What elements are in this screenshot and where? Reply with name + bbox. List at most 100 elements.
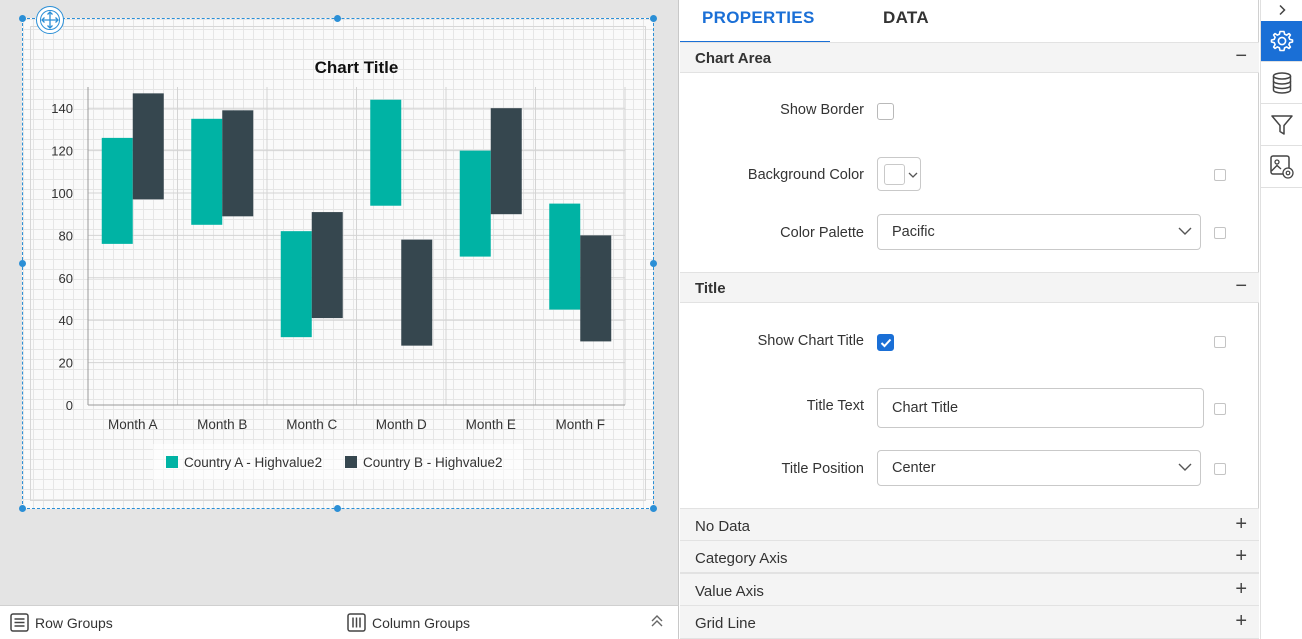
resize-handle-top[interactable] — [334, 15, 341, 22]
chart-report-item[interactable]: Chart Title 0 20 40 60 80 100 120 140 Month A Mont… — [22, 18, 654, 509]
color-palette-expression-checkbox[interactable] — [1214, 227, 1226, 239]
legend-swatch — [345, 456, 357, 468]
show-border-checkbox[interactable] — [877, 103, 894, 120]
resize-handle-top-right[interactable] — [650, 15, 657, 22]
y-tick-label: 20 — [59, 356, 73, 371]
expand-icon[interactable]: + — [1235, 513, 1247, 535]
data-source-button[interactable] — [1261, 63, 1302, 104]
section-category-axis[interactable]: Category Axis + — [680, 540, 1259, 573]
section-chart-area-label: Chart Area — [695, 50, 772, 67]
range-bar — [459, 150, 491, 257]
y-tick-label: 100 — [51, 186, 73, 201]
range-bar — [580, 235, 612, 342]
section-no-data-label: No Data — [695, 518, 751, 535]
show-chart-title-checkbox[interactable] — [877, 334, 894, 351]
y-tick-label: 80 — [59, 228, 73, 243]
chevron-right-icon[interactable] — [1261, 0, 1302, 20]
section-chart-area[interactable]: Chart Area − — [680, 42, 1259, 73]
collapse-icon[interactable]: − — [1235, 275, 1247, 297]
title-text-input[interactable] — [877, 388, 1204, 428]
range-bar — [191, 118, 223, 225]
column-groups-label: Column Groups — [372, 614, 471, 631]
title-position-expression-checkbox[interactable] — [1214, 463, 1226, 475]
image-settings-icon — [1269, 155, 1294, 179]
resize-handle-bottom-right[interactable] — [650, 505, 657, 512]
image-settings-button[interactable] — [1261, 147, 1302, 188]
show-chart-title-label: Show Chart Title — [757, 333, 864, 349]
title-text-label: Title Text — [806, 398, 864, 414]
move-handle-icon[interactable] — [36, 6, 64, 34]
x-tick-label: Month D — [376, 417, 427, 432]
collapse-groups-icon[interactable] — [650, 613, 664, 632]
expand-icon[interactable]: + — [1235, 545, 1247, 567]
y-tick-label: 0 — [66, 398, 73, 413]
background-color-label: Background Color — [747, 167, 864, 183]
properties-settings-button[interactable] — [1261, 21, 1302, 62]
range-bar — [222, 110, 254, 217]
legend-label: Country B - Highvalue2 — [363, 455, 503, 470]
background-color-expression-checkbox[interactable] — [1214, 169, 1226, 181]
tab-properties[interactable]: PROPERTIES — [702, 8, 815, 27]
color-palette-value: Pacific — [892, 224, 935, 240]
tab-data[interactable]: DATA — [883, 8, 929, 27]
title-position-value: Center — [892, 460, 936, 476]
x-tick-label: Month A — [108, 417, 158, 432]
section-title[interactable]: Title − — [680, 272, 1259, 303]
grouping-bar: Row Groups Column Groups — [0, 605, 679, 639]
database-icon — [1272, 72, 1291, 94]
settings-gear-icon — [1270, 30, 1293, 52]
range-bar — [401, 239, 433, 346]
show-chart-title-expression-checkbox[interactable] — [1214, 336, 1226, 348]
chevron-down-icon — [1178, 227, 1192, 235]
y-tick-label: 120 — [51, 144, 73, 159]
column-groups-button[interactable]: Column Groups — [347, 613, 470, 632]
checkmark-icon — [880, 338, 891, 347]
title-text-expression-checkbox[interactable] — [1214, 403, 1226, 415]
section-grid-line[interactable]: Grid Line + — [680, 605, 1259, 639]
color-palette-label: Color Palette — [780, 225, 864, 241]
row-groups-button[interactable]: Row Groups — [10, 613, 113, 632]
title-position-dropdown[interactable]: Center — [877, 450, 1201, 486]
show-border-label: Show Border — [780, 102, 864, 118]
legend-swatch — [166, 456, 178, 468]
section-value-axis-label: Value Axis — [695, 583, 764, 600]
chart-area — [30, 26, 646, 501]
x-tick-label: Month C — [286, 417, 337, 432]
expand-icon[interactable]: + — [1235, 610, 1247, 632]
resize-handle-bottom-left[interactable] — [19, 505, 26, 512]
section-no-data[interactable]: No Data + — [680, 508, 1259, 541]
x-tick-label: Month B — [197, 417, 247, 432]
x-tick-label: Month E — [466, 417, 516, 432]
legend-background — [153, 444, 523, 480]
title-position-label: Title Position — [781, 461, 864, 477]
legend-label: Country A - Highvalue2 — [184, 455, 322, 470]
filter-button[interactable] — [1261, 105, 1302, 146]
section-value-axis[interactable]: Value Axis + — [680, 573, 1259, 606]
y-tick-label: 40 — [59, 313, 73, 328]
background-color-picker[interactable] — [877, 157, 921, 191]
filter-icon — [1270, 115, 1293, 135]
color-palette-dropdown[interactable]: Pacific — [877, 214, 1201, 250]
chart-canvas: Chart Title 0 20 40 60 80 100 120 140 Month A Mont… — [51, 58, 626, 480]
expand-icon[interactable]: + — [1235, 578, 1247, 600]
range-bar — [311, 212, 343, 319]
design-surface: Chart Title 0 20 40 60 80 100 120 140 Month A Mont… — [0, 0, 679, 605]
resize-handle-top-left[interactable] — [19, 15, 26, 22]
chart-title: Chart Title — [315, 58, 399, 77]
section-grid-line-label: Grid Line — [695, 615, 756, 632]
x-tick-label: Month F — [555, 417, 605, 432]
panel-tabs: PROPERTIES DATA — [680, 0, 1258, 44]
section-category-axis-label: Category Axis — [695, 550, 788, 567]
range-bar — [101, 137, 133, 244]
resize-handle-left[interactable] — [19, 260, 26, 267]
range-bar — [549, 203, 581, 310]
column-groups-icon — [347, 613, 366, 632]
y-tick-label: 60 — [59, 271, 73, 286]
resize-handle-bottom[interactable] — [334, 505, 341, 512]
chevron-down-icon — [1178, 463, 1192, 471]
chevron-down-icon — [908, 172, 918, 178]
collapse-icon[interactable]: − — [1235, 45, 1247, 67]
resize-handle-right[interactable] — [650, 260, 657, 267]
range-bar — [370, 99, 402, 206]
panel-icon-strip — [1260, 0, 1302, 639]
